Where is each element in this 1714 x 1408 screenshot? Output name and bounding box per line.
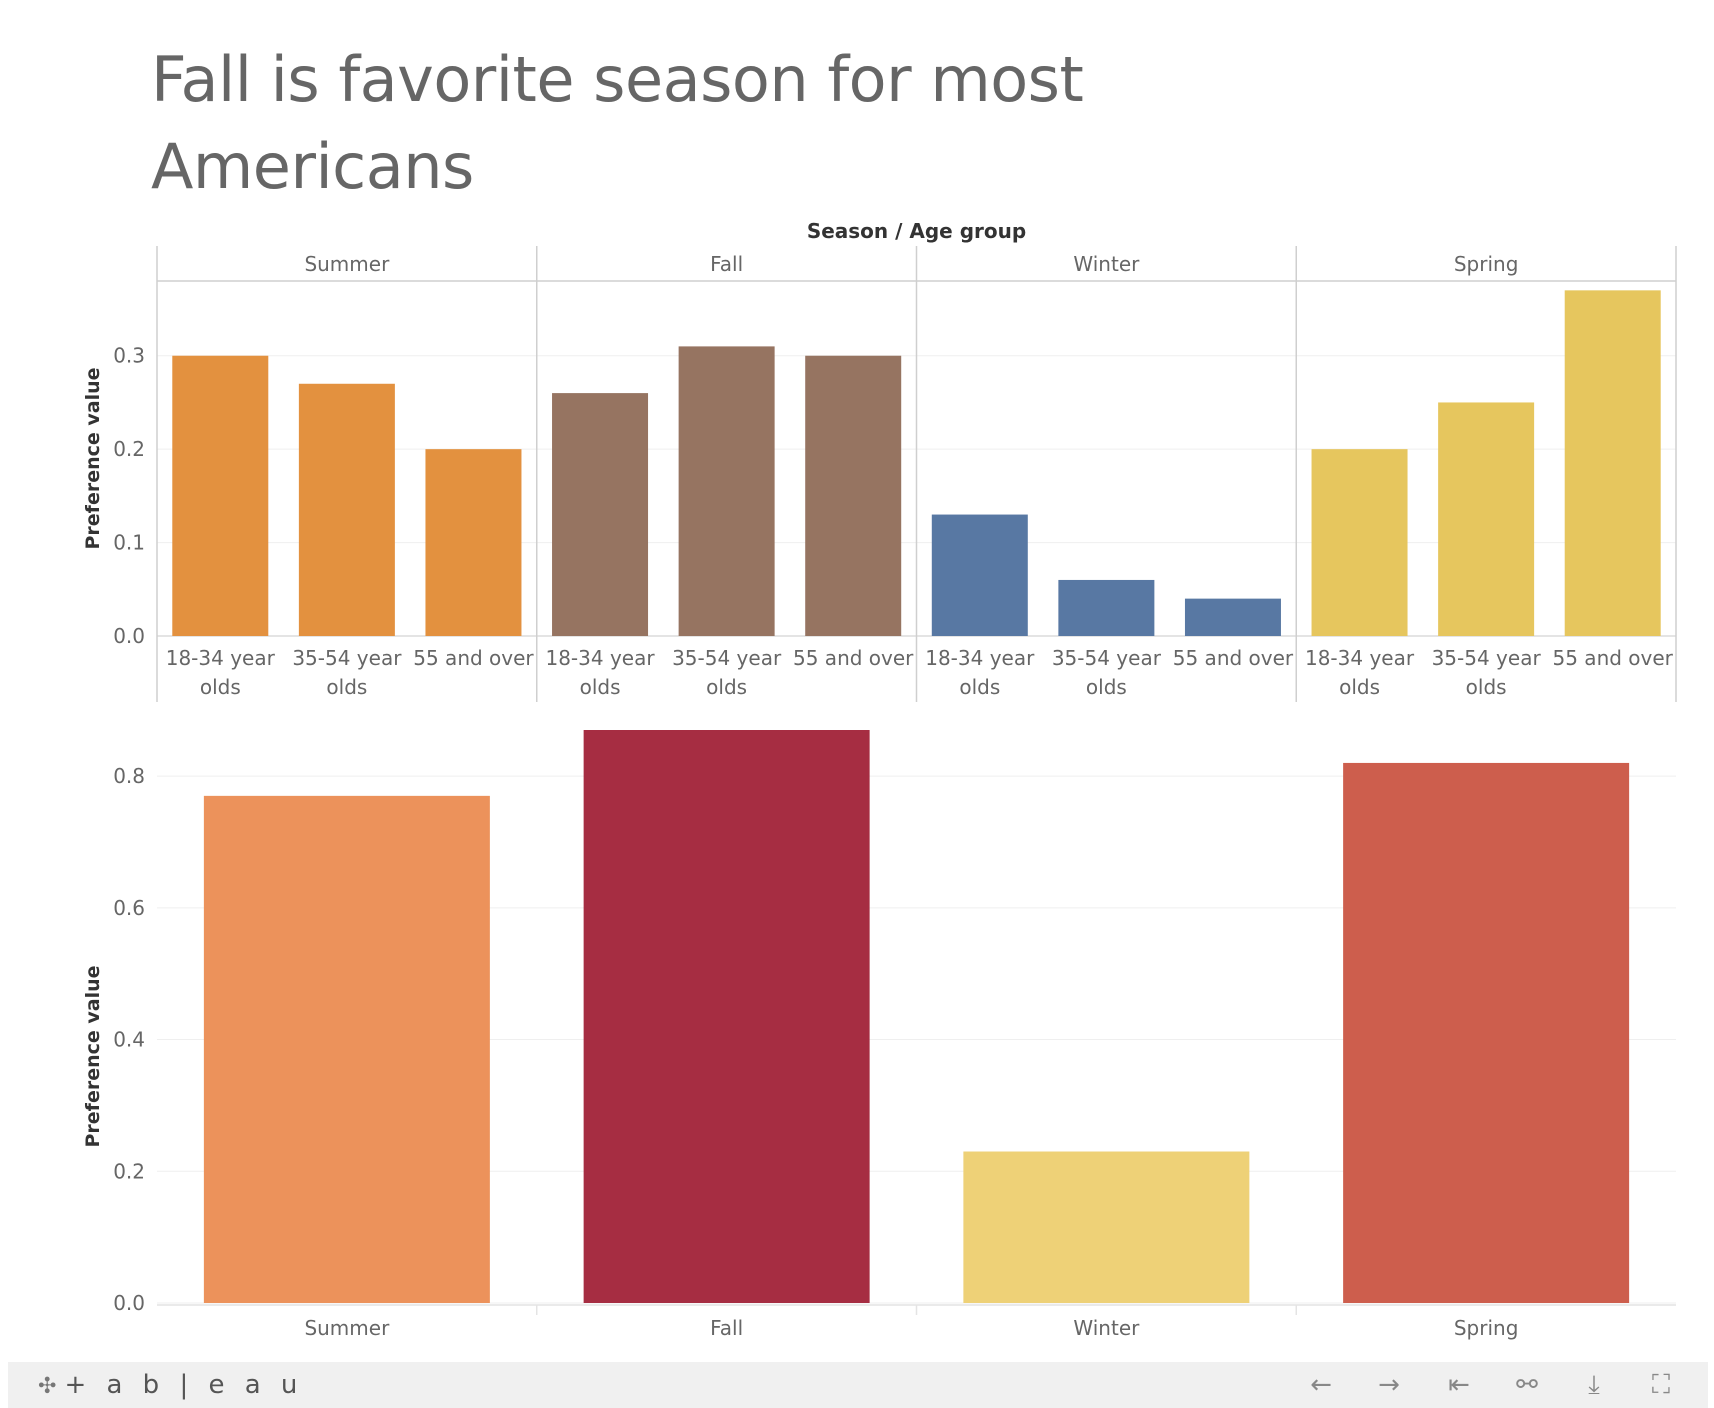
bar-summer-0[interactable] <box>172 355 269 636</box>
y-tick-label: 0.1 <box>113 531 145 555</box>
y-tick-label: 0.3 <box>113 344 145 368</box>
facet-header: Season / Age group <box>807 219 1026 243</box>
bar-spring-1[interactable] <box>1438 402 1535 636</box>
toolbar-footer: ✣ + a b | e a u ← → ⇤ ⚯ ⤓ ⛶ <box>8 1362 1708 1408</box>
y-axis-label: Preference value <box>82 367 104 549</box>
x-tick-label: olds <box>959 675 1000 699</box>
x-tick-label: Fall <box>710 1316 743 1340</box>
x-tick-label: 35-54 year <box>1432 646 1542 670</box>
tableau-mark-icon: ✣ <box>38 1374 57 1399</box>
x-tick-label: olds <box>200 675 241 699</box>
season-header-summer: Summer <box>304 252 390 276</box>
x-tick-label: 35-54 year <box>292 646 402 670</box>
season-header-spring: Spring <box>1454 252 1519 276</box>
x-tick-label: 18-34 year <box>1305 646 1415 670</box>
share-button[interactable]: ⚯ <box>1516 1370 1538 1400</box>
fullscreen-button[interactable]: ⛶ <box>1651 1370 1671 1400</box>
season-header-winter: Winter <box>1073 252 1140 276</box>
bar-summer-1[interactable] <box>298 383 395 636</box>
bottom-chart: 0.0 0.2 0.4 0.6 0.8 Summer Fall Winter Spring Pre… <box>82 730 1676 1340</box>
x-tick-label: 18-34 year <box>166 646 276 670</box>
bar-fall[interactable] <box>583 730 870 1303</box>
season-header-fall: Fall <box>710 252 743 276</box>
x-tick-label: 55 and over <box>793 646 914 670</box>
bar-spring[interactable] <box>1343 762 1630 1303</box>
page-title: Fall is favorite season for most America… <box>151 43 1084 203</box>
tableau-wordmark: + a b | e a u <box>64 1370 304 1400</box>
bar-winter[interactable] <box>963 1151 1250 1303</box>
x-tick-label: olds <box>706 675 747 699</box>
x-tick-label: 18-34 year <box>545 646 655 670</box>
x-tick-label: olds <box>1339 675 1380 699</box>
x-tick-label: 55 and over <box>1553 646 1674 670</box>
x-tick-label: 35-54 year <box>672 646 782 670</box>
bar-winter-1[interactable] <box>1058 579 1155 636</box>
x-tick-label: Spring <box>1454 1316 1519 1340</box>
bar-fall-2[interactable] <box>805 355 902 636</box>
bar-winter-2[interactable] <box>1184 598 1281 636</box>
bar-fall-1[interactable] <box>678 346 775 636</box>
bar-spring-0[interactable] <box>1311 449 1408 636</box>
x-tick-label: 55 and over <box>413 646 534 670</box>
bar-fall-0[interactable] <box>552 393 649 636</box>
redo-button[interactable]: → <box>1378 1370 1400 1400</box>
x-tick-label: olds <box>580 675 621 699</box>
y-tick-label: 0.8 <box>113 764 145 788</box>
y-tick-label: 0.2 <box>113 1159 145 1183</box>
bar-spring-2[interactable] <box>1564 290 1661 636</box>
x-tick-label: olds <box>326 675 367 699</box>
bar-winter-0[interactable] <box>931 514 1028 636</box>
x-tick-label: olds <box>1086 675 1127 699</box>
y-tick-label: 0.0 <box>113 624 145 648</box>
bar-summer[interactable] <box>203 795 490 1303</box>
y-tick-label: 0.6 <box>113 896 145 920</box>
x-tick-label: olds <box>1466 675 1507 699</box>
x-tick-label: Summer <box>304 1316 390 1340</box>
y-axis-label: Preference value <box>82 965 104 1147</box>
y-tick-label: 0.4 <box>113 1028 145 1052</box>
tableau-logo[interactable]: ✣ + a b | e a u <box>38 1370 303 1400</box>
x-tick-label: 55 and over <box>1173 646 1294 670</box>
top-chart: Season / Age group 0.0 0.1 0.2 0.3 Summer 18-3… <box>82 219 1677 702</box>
download-button[interactable]: ⤓ <box>1588 1370 1600 1400</box>
y-tick-label: 0.0 <box>113 1291 145 1315</box>
x-tick-label: Winter <box>1073 1316 1140 1340</box>
chart-canvas: Season / Age group 0.0 0.1 0.2 0.3 Summer 18-3… <box>82 219 1677 1340</box>
revert-button[interactable]: ⇤ <box>1448 1370 1470 1400</box>
x-tick-label: 35-54 year <box>1052 646 1162 670</box>
bar-summer-2[interactable] <box>425 449 522 636</box>
x-tick-label: 18-34 year <box>925 646 1035 670</box>
y-tick-label: 0.2 <box>113 437 145 461</box>
undo-button[interactable]: ← <box>1310 1370 1332 1400</box>
